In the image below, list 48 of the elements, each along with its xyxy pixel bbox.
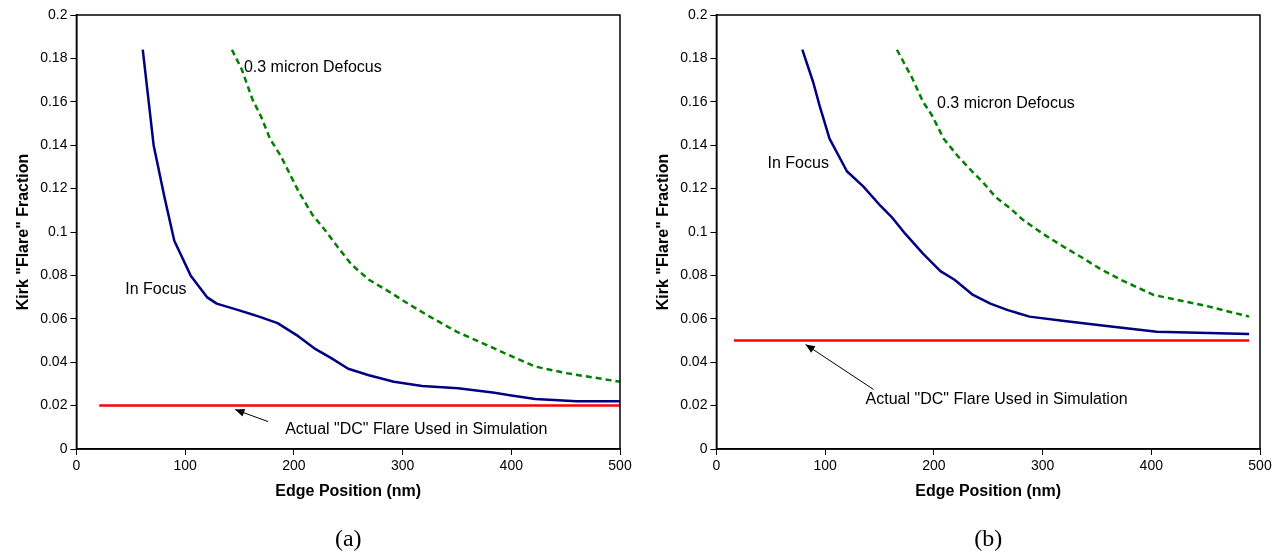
x-tick-label: 300 [390, 457, 415, 474]
line-series [895, 48, 1251, 318]
y-tick-label: 0.08 [680, 266, 708, 283]
x-tick-label: 500 [1248, 457, 1272, 474]
y-tick-label: 0.06 [680, 309, 708, 326]
y-axis-title: Kirk "Flare" Fraction [654, 153, 672, 311]
annotation: Actual "DC" Flare Used in Simulation [865, 389, 1128, 407]
annotation: Actual "DC" Flare Used in Simulation [285, 420, 548, 438]
x-tick-label: 100 [173, 457, 198, 474]
y-tick-label: 0.1 [47, 222, 68, 239]
y-tick-label: 0.1 [687, 222, 708, 239]
x-tick-label: 0 [712, 457, 721, 474]
y-tick-label: 0.08 [40, 266, 68, 283]
y-tick-label: 0.02 [40, 396, 68, 413]
series-label: 0.3 micron Defocus [937, 94, 1075, 112]
y-tick-label: 0.06 [40, 309, 68, 326]
y-tick-label: 0.04 [680, 353, 708, 370]
y-tick-label: 0.18 [40, 49, 68, 66]
y-tick-label: 0.16 [680, 92, 708, 109]
y-tick-label: 0.12 [680, 179, 708, 196]
y-tick-label: 0 [699, 439, 708, 456]
line-series [230, 48, 620, 383]
text: (b) [974, 525, 1003, 552]
x-tick-label: 500 [608, 457, 632, 474]
y-tick-label: 0.04 [40, 353, 68, 370]
series-label: In Focus [125, 279, 187, 297]
y-tick-label: 0.18 [680, 49, 708, 66]
series-label: 0.3 micron Defocus [243, 58, 382, 76]
y-tick-label: 0.2 [47, 5, 68, 22]
y-tick-label: 0.16 [40, 92, 68, 109]
x-tick-label: 400 [1139, 457, 1164, 474]
x-axis-title: Edge Position (nm) [275, 481, 422, 499]
x-tick-label: 200 [922, 457, 946, 474]
x-tick-label: 300 [1030, 457, 1055, 474]
x-tick-label: 400 [499, 457, 524, 474]
y-tick-label: 0.2 [687, 5, 708, 22]
y-axis-title: Kirk "Flare" Fraction [14, 153, 32, 311]
y-tick-label: 0.12 [40, 179, 68, 196]
x-axis-title: Edge Position (nm) [915, 481, 1062, 499]
y-tick-label: 0 [59, 439, 68, 456]
x-tick-label: 100 [813, 457, 838, 474]
y-tick-label: 0.02 [680, 396, 708, 413]
x-tick-label: 0 [72, 457, 81, 474]
y-tick-label: 0.14 [680, 136, 708, 153]
y-tick-label: 0.14 [40, 136, 68, 153]
x-tick-label: 200 [282, 457, 306, 474]
text: (a) [334, 525, 362, 552]
series-label: In Focus [767, 153, 829, 171]
